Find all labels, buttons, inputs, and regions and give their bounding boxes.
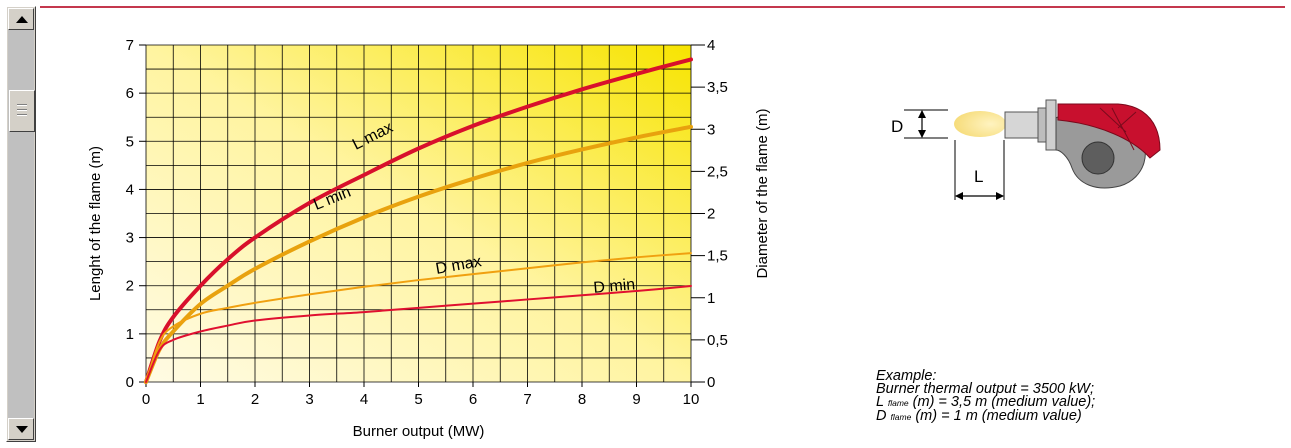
y-tick-label: 5 <box>126 133 134 150</box>
example-line-3: D flame (m) = 1 m (medium value) <box>876 408 1095 424</box>
flame-icon <box>954 111 1006 137</box>
burner-cover <box>1057 103 1161 159</box>
series-line-d-min <box>145 284 692 383</box>
y2-tick-label: 4 <box>707 37 715 54</box>
example-symbol: D <box>876 408 887 424</box>
y2-axis-label: Diameter of the flame (m) <box>754 108 771 278</box>
burner-diagram: D L <box>891 99 1161 200</box>
y2-tick-label: 1 <box>707 290 715 307</box>
x-tick-label: 6 <box>469 391 477 408</box>
example-subscript: flame <box>887 398 909 408</box>
arrow-icon <box>955 192 963 200</box>
x-tick-label: 0 <box>142 391 150 408</box>
series-label: D min <box>593 276 636 297</box>
cover-lines <box>1099 107 1137 151</box>
y-axis-label: Lenght of the flame (m) <box>87 146 104 301</box>
series-line-l-min <box>144 124 693 384</box>
x-tick-label: 2 <box>251 391 259 408</box>
example-value: (m) = 1 m (medium value) <box>915 408 1082 424</box>
y-tick-label: 0 <box>126 374 134 391</box>
grip-line <box>17 104 27 105</box>
y2-tick-label: 3,5 <box>707 79 728 96</box>
x-tick-label: 10 <box>683 391 700 408</box>
diagram-label-l: L <box>974 167 983 186</box>
example-line-2: L flame (m) = 3,5 m (medium value); <box>876 394 1096 410</box>
x-tick-label: 3 <box>305 391 313 408</box>
scroll-thumb[interactable] <box>9 90 35 132</box>
y2-tick-label: 3 <box>707 121 715 138</box>
arrow-icon <box>918 130 926 138</box>
axes: 0 1 2 3 4 5 6 7 8 9 10 0 1 2 3 4 5 6 7 0 0,5 1 1,5 2 2,5 3 3,5 4 Bur… <box>87 37 771 440</box>
arrow-up-icon <box>16 16 28 23</box>
x-axis-label: Burner output (MW) <box>353 423 485 440</box>
grid <box>145 44 692 383</box>
flange <box>1037 107 1047 143</box>
y2-tick-label: 0 <box>707 374 715 391</box>
motor-icon <box>1081 141 1115 175</box>
x-tick-label: 5 <box>414 391 422 408</box>
example-value: (m) = 3,5 m (medium value); <box>912 394 1096 410</box>
flange <box>1045 99 1057 151</box>
x-tick-label: 8 <box>578 391 586 408</box>
y-tick-label: 7 <box>126 37 134 54</box>
scroll-track[interactable] <box>8 30 35 418</box>
header-rule <box>40 6 1285 8</box>
example-subscript: flame <box>890 412 912 422</box>
y-tick-label: 1 <box>126 326 134 343</box>
y2-tick-label: 2,5 <box>707 163 728 180</box>
example-note: Example: Burner thermal output = 3500 kW… <box>876 368 1096 424</box>
scrollbar[interactable] <box>6 6 36 442</box>
y-tick-label: 3 <box>126 230 134 247</box>
arrow-down-icon <box>16 426 28 433</box>
x-tick-label: 7 <box>523 391 531 408</box>
example-line-1: Burner thermal output = 3500 kW; <box>876 381 1095 397</box>
arrow-icon <box>918 110 926 118</box>
scroll-up-button[interactable] <box>8 8 34 30</box>
y-tick-label: 6 <box>126 85 134 102</box>
series-line-l-max <box>144 57 693 384</box>
x-tick-label: 4 <box>360 391 368 408</box>
grip-line <box>17 114 27 115</box>
y2-tick-label: 0,5 <box>707 332 728 349</box>
y2-tick-label: 2 <box>707 206 715 223</box>
example-title: Example: <box>876 368 937 384</box>
series-group <box>144 57 693 384</box>
series-line-d-max <box>145 252 692 383</box>
y-tick-label: 4 <box>126 181 134 198</box>
x-tick-label: 9 <box>632 391 640 408</box>
diagram-label-d: D <box>891 117 903 136</box>
x-tick-label: 1 <box>196 391 204 408</box>
scroll-down-button[interactable] <box>8 418 34 440</box>
grip-line <box>17 109 27 110</box>
y2-tick-label: 1,5 <box>707 248 728 265</box>
example-symbol: L <box>876 394 884 410</box>
arrow-icon <box>996 192 1004 200</box>
y-tick-label: 2 <box>126 278 134 295</box>
